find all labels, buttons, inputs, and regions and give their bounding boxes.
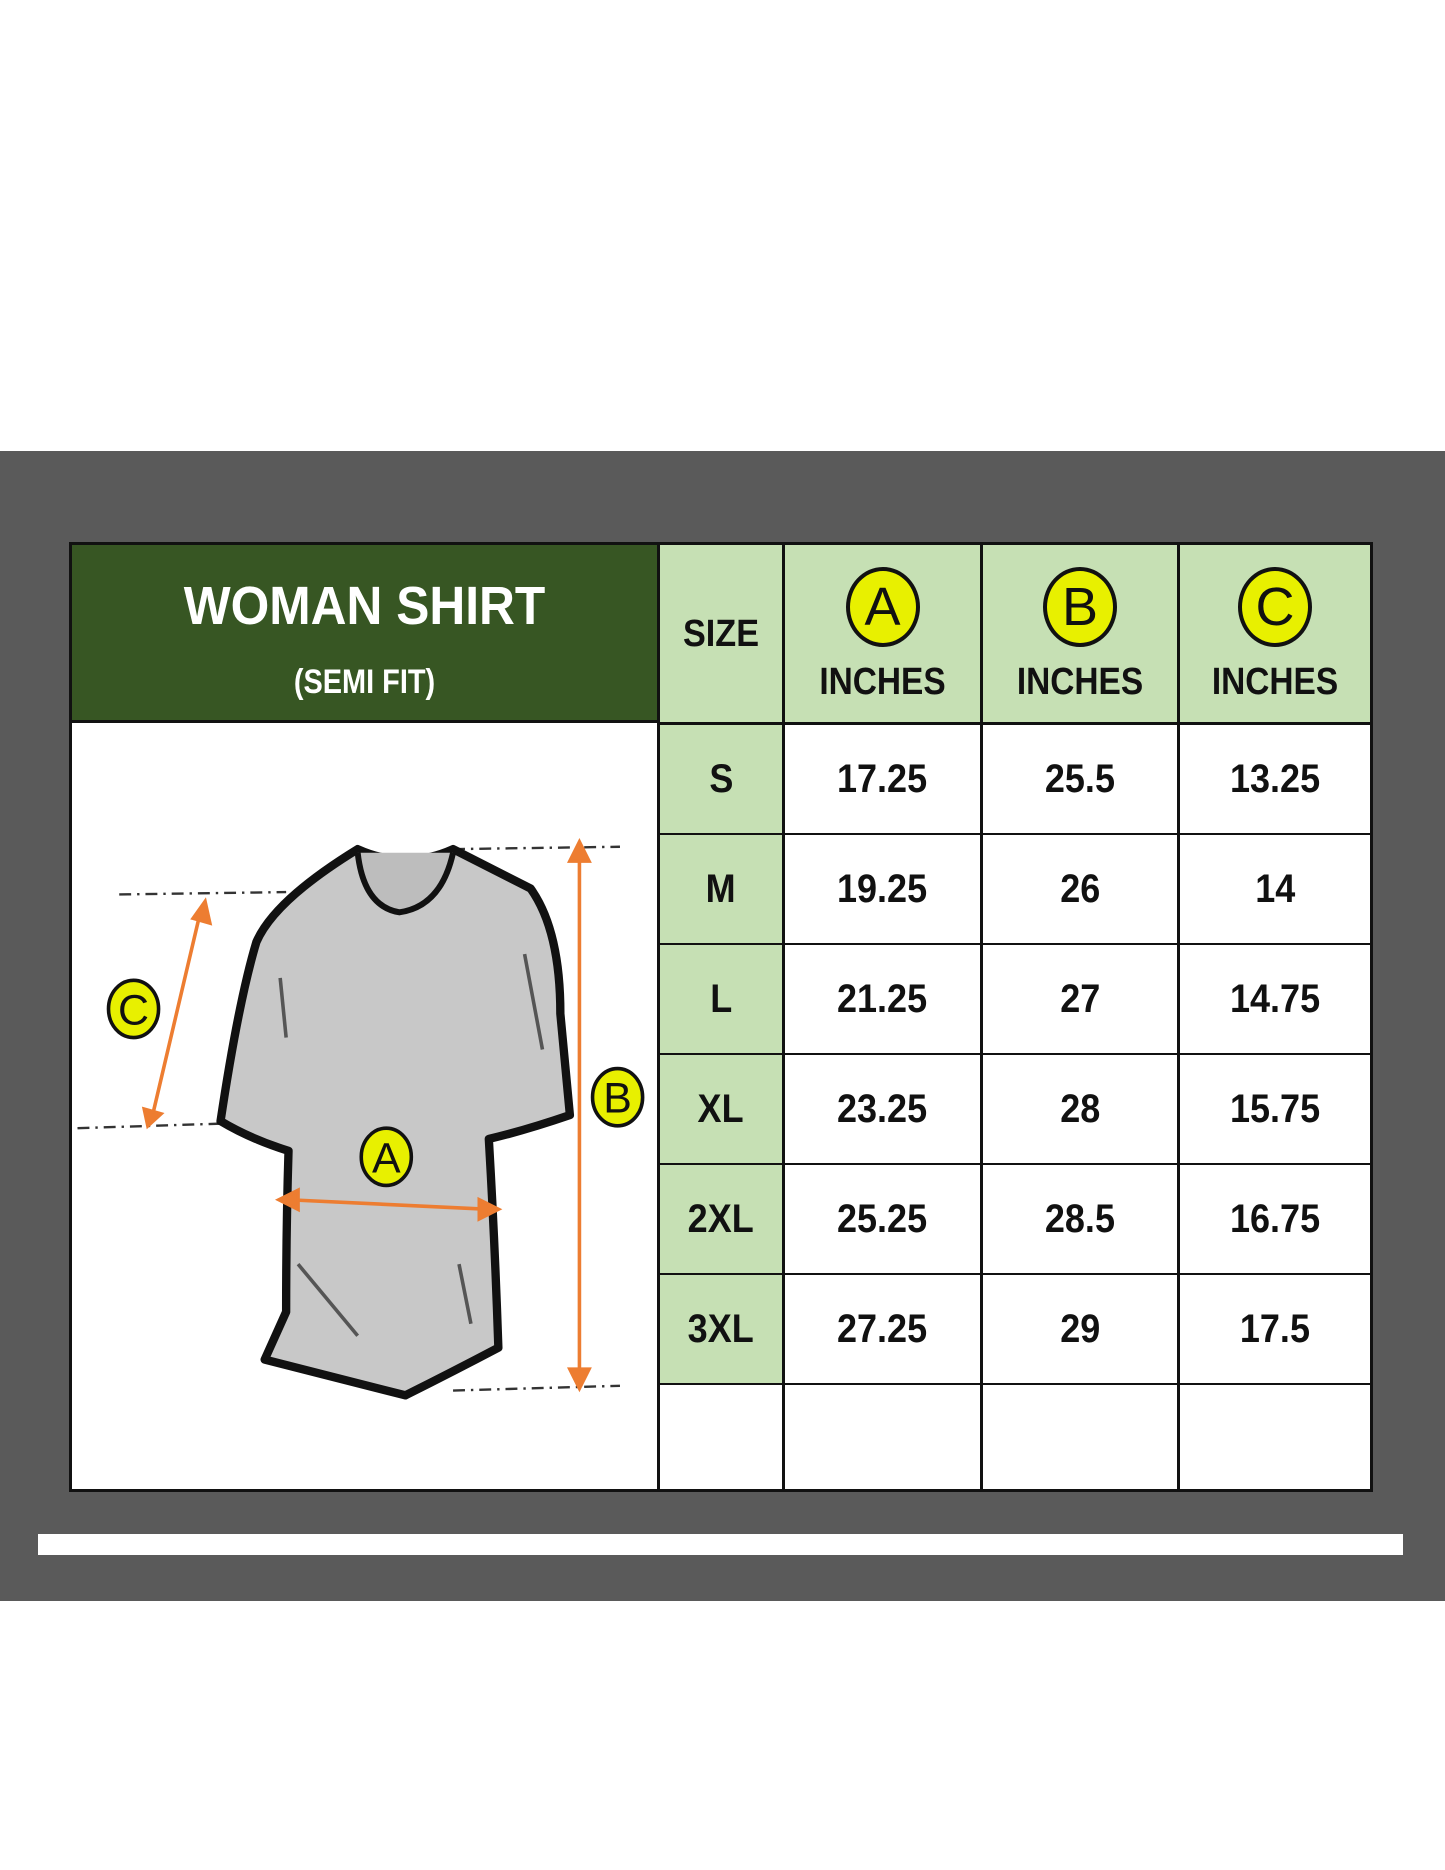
column-a-header: A INCHES: [785, 545, 980, 725]
cell-value: S: [708, 756, 734, 801]
cell-value: 25.5: [1044, 756, 1116, 801]
size-column: SIZE: [660, 545, 785, 1489]
cell-value: XL: [697, 1086, 745, 1131]
cell-value: 14: [1254, 866, 1296, 911]
column-c: C INCHES: [1180, 545, 1370, 1489]
cell-value: 16.75: [1229, 1196, 1321, 1241]
cell-value: 15.75: [1229, 1086, 1321, 1131]
cell-value: 28.5: [1044, 1196, 1116, 1241]
column-a: A INCHES: [785, 545, 983, 1489]
cell-value: M: [705, 866, 736, 911]
cell-value: 28: [1059, 1086, 1101, 1131]
column-a-unit: INCHES: [819, 661, 946, 703]
measurement-cell-b: 28.5: [983, 1165, 1177, 1275]
column-b-unit: INCHES: [1016, 661, 1144, 703]
column-c-unit: INCHES: [1211, 661, 1339, 703]
cell-value: 14.75: [1229, 976, 1321, 1021]
measurement-cell-c: 13.25: [1180, 725, 1370, 835]
cell-value: L: [710, 976, 732, 1021]
measurement-cell-c: 15.75: [1180, 1055, 1370, 1165]
shirt-illustration-cell: [72, 723, 660, 1489]
cell-value: 27: [1059, 976, 1101, 1021]
measurement-cell-b: 25.5: [983, 725, 1177, 835]
measurement-cell-b: 28: [983, 1055, 1177, 1165]
chart-title: WOMAN SHIRT: [183, 576, 546, 636]
measurement-cell-a: 27.25: [785, 1275, 980, 1385]
measurement-cell-a: 21.25: [785, 945, 980, 1055]
cell-value: 3XL: [687, 1306, 755, 1351]
cell-value: 19.25: [837, 866, 928, 911]
measurement-cell-c: 17.5: [1180, 1275, 1370, 1385]
size-cell: XL: [660, 1055, 782, 1165]
measurement-cell-a: 25.25: [785, 1165, 980, 1275]
cell-value: 27.25: [837, 1306, 928, 1351]
measurement-cell-a: 17.25: [785, 725, 980, 835]
measurement-cell-c: 16.75: [1180, 1165, 1370, 1275]
measurement-cell-b: 29: [983, 1275, 1177, 1385]
badge-c-icon: C: [1238, 567, 1312, 647]
column-c-header: C INCHES: [1180, 545, 1370, 725]
size-cell: 3XL: [660, 1275, 782, 1385]
size-cell: L: [660, 945, 782, 1055]
column-b: B INCHES: [983, 545, 1180, 1489]
measurement-cell-a: 23.25: [785, 1055, 980, 1165]
measurement-cell-a: 19.25: [785, 835, 980, 945]
cell-value: 21.25: [837, 976, 928, 1021]
size-cell: M: [660, 835, 782, 945]
cell-value: 17.25: [837, 756, 928, 801]
measurement-cell-b: 26: [983, 835, 1177, 945]
measurement-cell-b: 27: [983, 945, 1177, 1055]
badge-b-icon: B: [1043, 567, 1117, 647]
cell-value: 17.5: [1239, 1306, 1311, 1351]
size-header-label: SIZE: [682, 613, 760, 655]
cell-value: 2XL: [687, 1196, 755, 1241]
size-cell: 2XL: [660, 1165, 782, 1275]
title-cell: WOMAN SHIRT (SEMI FIT): [72, 545, 660, 723]
cell-value: 25.25: [837, 1196, 928, 1241]
chart-subtitle: (SEMI FIT): [293, 663, 436, 701]
white-divider-bar: [38, 1534, 1403, 1555]
size-header: SIZE: [660, 545, 782, 725]
size-chart-table: WOMAN SHIRT (SEMI FIT) SIZE A INCHES B I…: [69, 542, 1373, 1492]
cell-value: 23.25: [837, 1086, 928, 1131]
size-cell: S: [660, 725, 782, 835]
cell-value: 26: [1059, 866, 1101, 911]
cell-value: 29: [1059, 1306, 1101, 1351]
measurement-cell-c: 14: [1180, 835, 1370, 945]
badge-a-icon: A: [845, 567, 920, 647]
cell-value: 13.25: [1229, 756, 1321, 801]
measurement-cell-c: 14.75: [1180, 945, 1370, 1055]
column-b-header: B INCHES: [983, 545, 1177, 725]
